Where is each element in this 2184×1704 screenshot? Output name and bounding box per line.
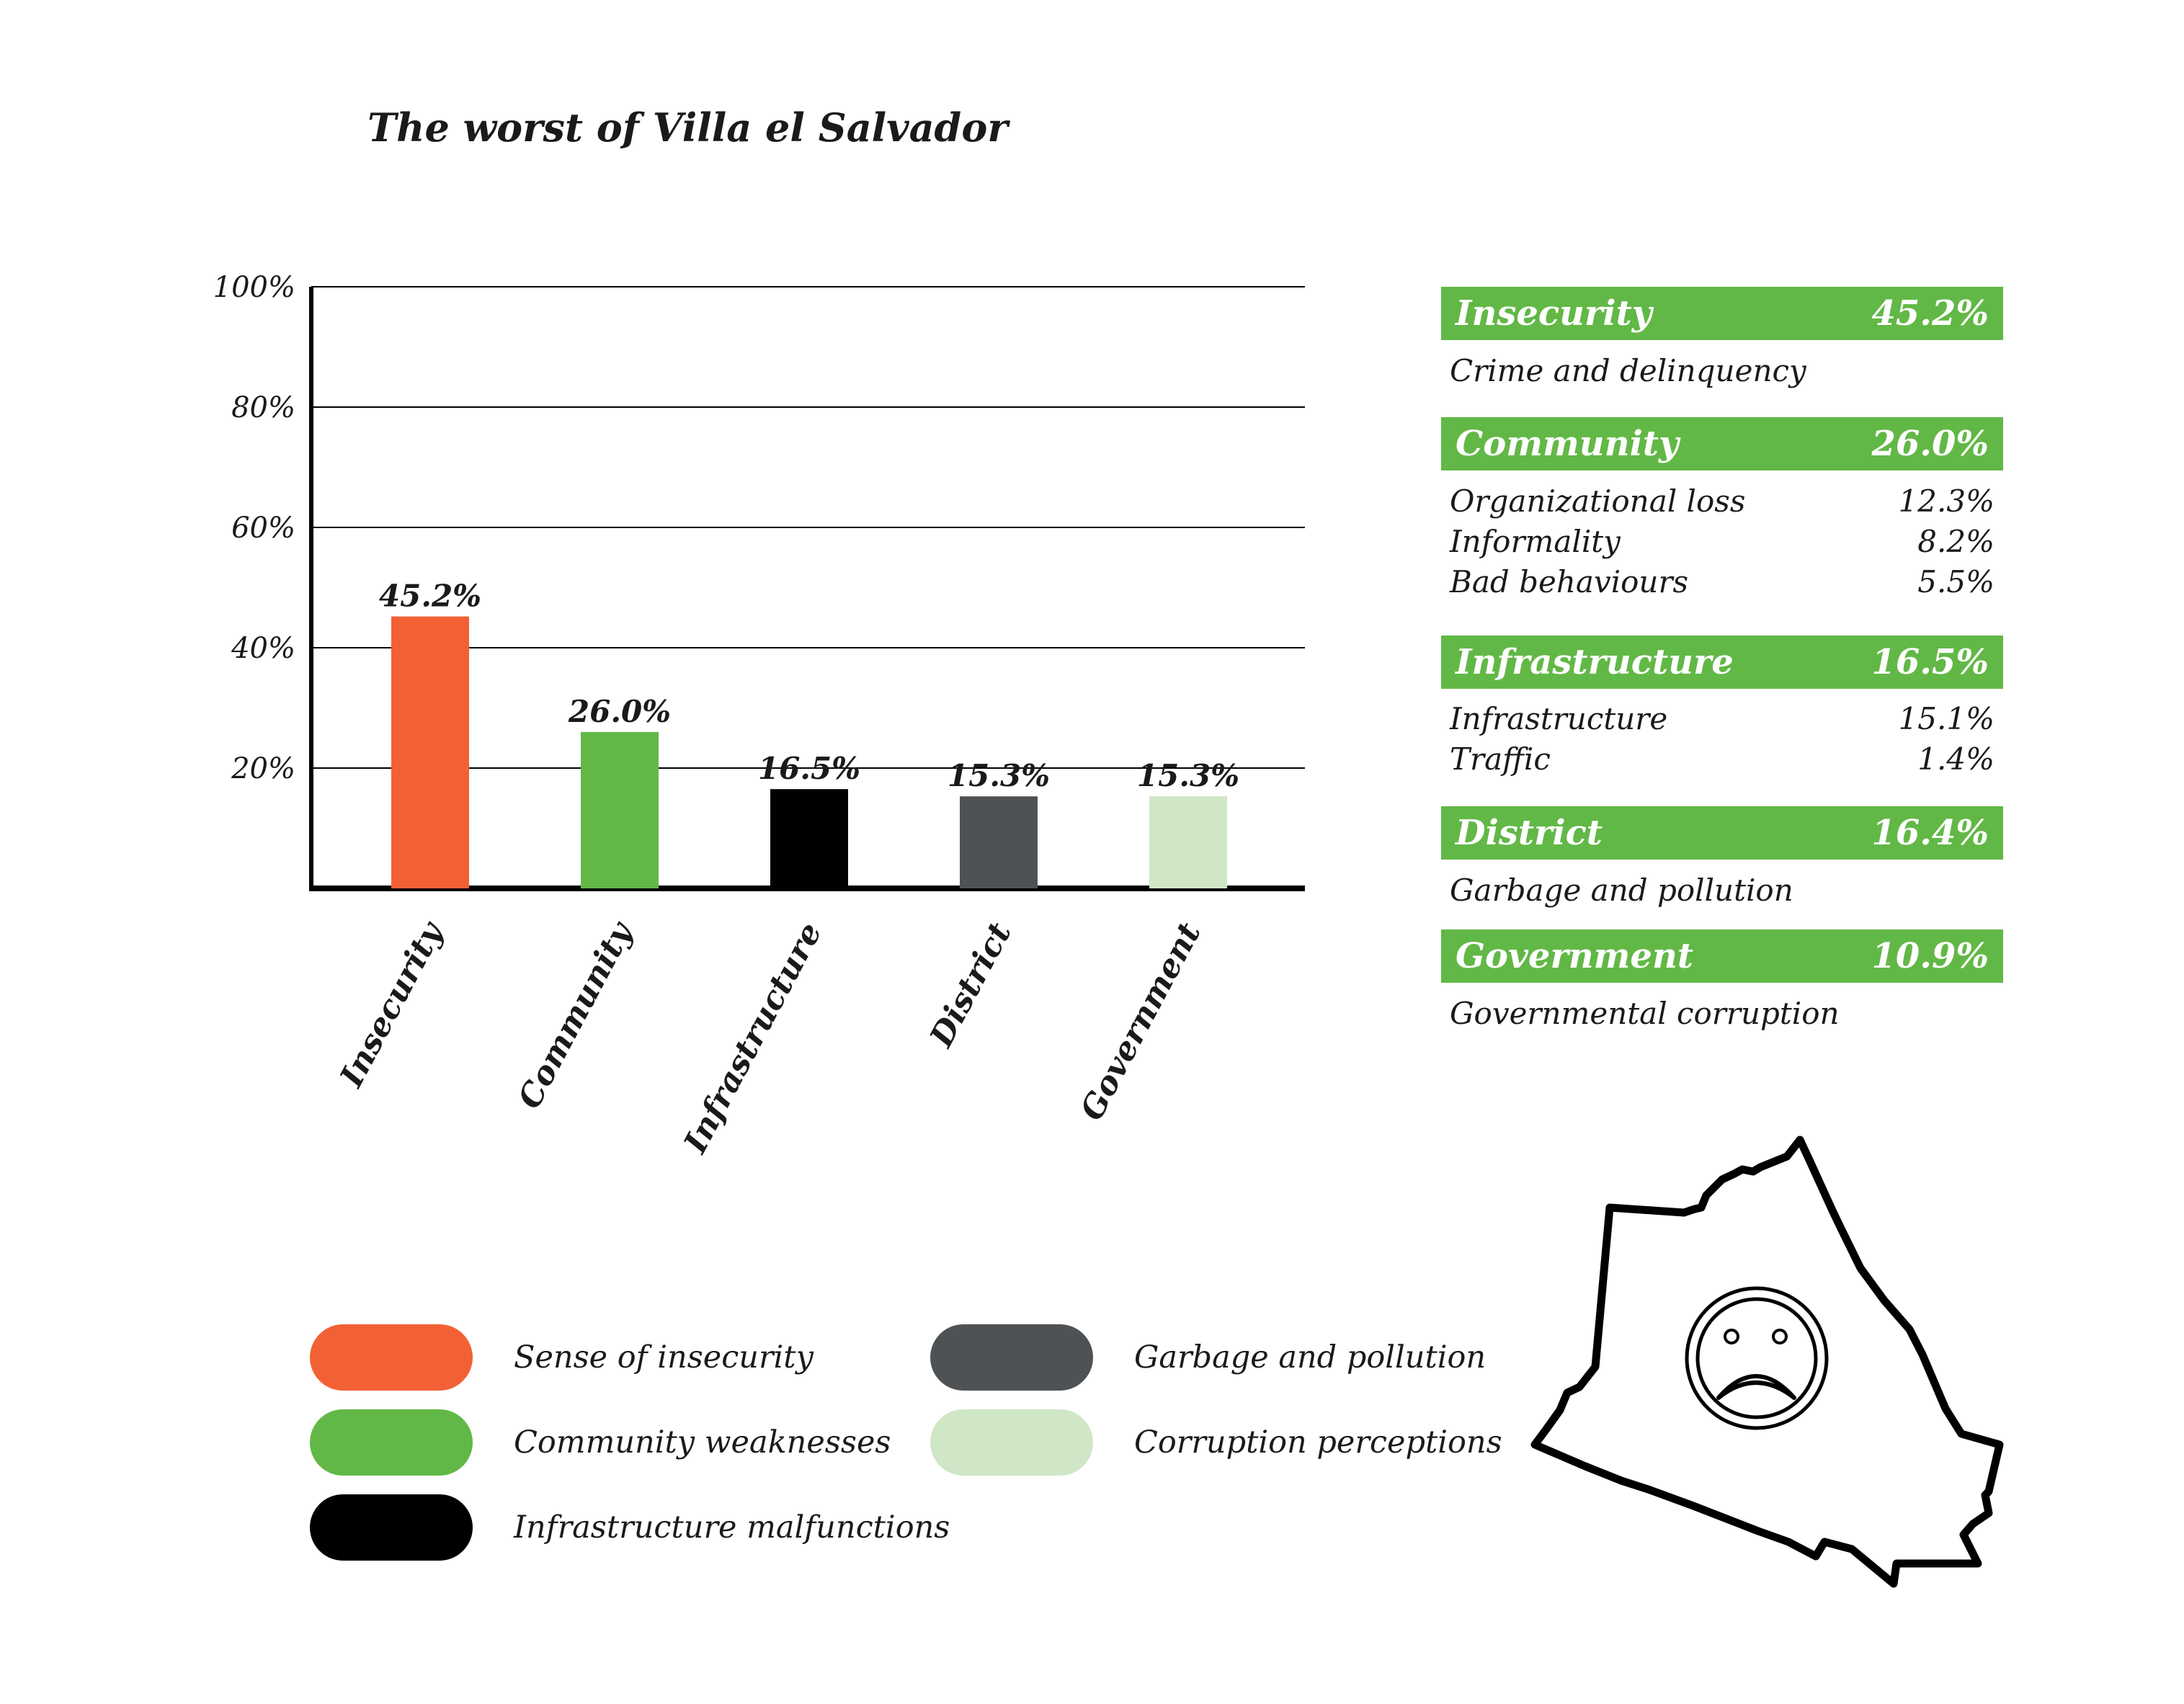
bar: [391, 616, 469, 888]
data-label: 15.3%: [1137, 758, 1239, 793]
y-tick-label: 20%: [231, 752, 295, 785]
legend-swatch: [310, 1494, 473, 1561]
legend-item: Sense of insecurity: [310, 1323, 814, 1392]
breakdown-item: Infrastructure 15.1%: [1450, 701, 1994, 736]
legend-label: Garbage and pollution: [1134, 1339, 1487, 1375]
breakdown-header-government: Government 10.9%: [1441, 929, 2003, 983]
bar: [770, 789, 848, 888]
breakdown-item-label: Traffic: [1450, 741, 1551, 777]
breakdown-item: Traffic 1.4%: [1450, 741, 1994, 777]
face-right-eye: [1772, 1329, 1788, 1344]
breakdown-item-label: Organizational loss: [1450, 483, 1746, 519]
face-inner-ring: [1695, 1297, 1818, 1419]
bar: [960, 796, 1038, 888]
breakdown-item: Crime and delinquency: [1450, 353, 1994, 388]
breakdown-item-value: 8.2%: [1917, 524, 1994, 559]
breakdown-item: Informality 8.2%: [1450, 524, 1994, 559]
breakdown-category-value: 16.4%: [1871, 813, 1989, 853]
data-label: 15.3%: [948, 758, 1050, 793]
legend-swatch: [310, 1324, 473, 1391]
legend-item: Community weaknesses: [310, 1408, 891, 1477]
legend-item: Infrastructure malfunctions: [310, 1493, 950, 1562]
x-tick-label: Insecurity: [332, 914, 451, 1094]
data-label: 26.0%: [568, 694, 671, 729]
y-tick-label: 80%: [231, 391, 295, 424]
breakdown-item-value: 5.5%: [1917, 564, 1994, 599]
breakdown-header-infrastructure: Infrastructure 16.5%: [1441, 635, 2003, 689]
breakdown-category-value: 45.2%: [1871, 293, 1989, 334]
face-left-eye: [1724, 1329, 1739, 1344]
x-tick-label: Government: [1074, 916, 1208, 1126]
breakdown-item: Organizational loss 12.3%: [1450, 483, 1994, 519]
breakdown-item-label: Garbage and pollution: [1450, 873, 1793, 908]
breakdown-category-name: Infrastructure: [1456, 642, 1734, 682]
breakdown-category-name: District: [1456, 813, 1603, 853]
breakdown-item-label: Governmental corruption: [1450, 996, 1840, 1031]
breakdown-item-value: 15.1%: [1898, 701, 1994, 736]
legend-swatch: [310, 1409, 473, 1476]
bar: [581, 731, 659, 888]
data-label: 16.5%: [758, 751, 860, 786]
breakdown-item: Bad behaviours 5.5%: [1450, 564, 1994, 599]
legend-label: Community weaknesses: [514, 1424, 891, 1460]
sad-face-district-outline-icon: [1530, 1136, 2004, 1588]
legend-item: Corruption perceptions: [930, 1408, 1502, 1477]
breakdown-category-value: 26.0%: [1871, 424, 1989, 464]
face-outer-ring: [1685, 1286, 1829, 1430]
x-tick-label: District: [922, 916, 1019, 1054]
x-tick-label: Infrastructure: [677, 916, 829, 1160]
breakdown-item-label: Informality: [1450, 524, 1621, 559]
breakdown-category-name: Insecurity: [1456, 293, 1652, 334]
data-label: 45.2%: [379, 579, 481, 614]
legend-label: Sense of insecurity: [514, 1339, 814, 1375]
x-tick-label: Community: [511, 914, 641, 1115]
breakdown-category-name: Community: [1456, 424, 1679, 464]
y-tick-label: 100%: [213, 271, 295, 304]
bar: [1149, 796, 1227, 888]
breakdown-category-value: 10.9%: [1871, 936, 1989, 976]
breakdown-category-name: Government: [1456, 936, 1694, 976]
y-tick-label: 40%: [231, 632, 295, 665]
breakdown-header-insecurity: Insecurity 45.2%: [1441, 287, 2003, 340]
legend-item: Garbage and pollution: [930, 1323, 1486, 1392]
breakdown-header-community: Community 26.0%: [1441, 417, 2003, 470]
breakdown-item: Governmental corruption: [1450, 996, 1994, 1031]
breakdown-item: Garbage and pollution: [1450, 873, 1994, 908]
face-frown: [1716, 1374, 1796, 1400]
legend-label: Infrastructure malfunctions: [514, 1509, 950, 1545]
legend-swatch: [930, 1324, 1093, 1391]
legend-swatch: [930, 1409, 1093, 1476]
breakdown-item-value: 1.4%: [1917, 741, 1994, 777]
breakdown-category-value: 16.5%: [1871, 642, 1989, 682]
bar-chart: 20% 40% 60% 80% 100% 45.2% Insecurity 26.0% Comm…: [213, 271, 1305, 1160]
breakdown-item-value: 12.3%: [1898, 483, 1994, 519]
breakdown-item-label: Infrastructure: [1450, 701, 1668, 736]
breakdown-item-label: Bad behaviours: [1450, 564, 1689, 599]
page-title: The worst of Villa el Salvador: [367, 104, 1008, 151]
y-tick-label: 60%: [231, 512, 295, 545]
breakdown-header-district: District 16.4%: [1441, 806, 2003, 860]
legend-label: Corruption perceptions: [1134, 1424, 1502, 1460]
breakdown-item-label: Crime and delinquency: [1450, 353, 1806, 388]
district-outline: [1530, 1136, 2004, 1588]
